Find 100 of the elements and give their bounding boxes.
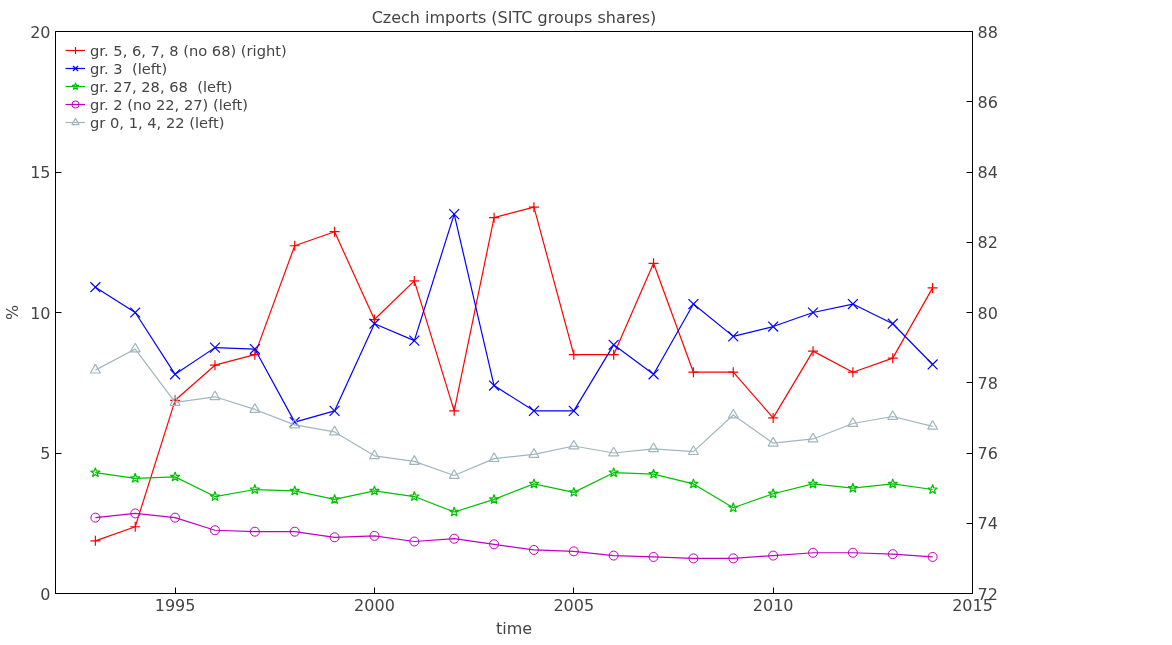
point (209, 359, 221, 371)
point (249, 403, 261, 413)
point (329, 405, 341, 417)
point (249, 343, 261, 355)
x-tick-label: 2005 (553, 595, 595, 615)
point (608, 339, 620, 351)
point (727, 408, 739, 419)
y-axis-title: % (3, 304, 23, 321)
point (89, 281, 101, 293)
point (369, 485, 380, 496)
point (89, 363, 101, 374)
point (249, 349, 261, 361)
point (408, 275, 420, 287)
legend-label: gr. 5, 6, 7, 8 (no 68) (right) (90, 41, 287, 59)
point (768, 550, 779, 561)
y2-tick-label: 86 (977, 92, 998, 112)
point (647, 442, 660, 453)
point (847, 482, 859, 493)
point (328, 226, 341, 238)
point (488, 452, 500, 463)
point (408, 335, 420, 347)
point (687, 298, 699, 310)
point (608, 349, 620, 361)
point (927, 282, 939, 294)
point (129, 472, 141, 483)
point (568, 486, 580, 497)
y2-tick-label: 74 (977, 514, 998, 534)
point (448, 208, 460, 220)
point (568, 439, 580, 450)
point (647, 368, 660, 380)
y-tick-label: 15 (30, 163, 51, 182)
point (369, 530, 380, 541)
point (807, 478, 819, 489)
point (489, 539, 500, 550)
point (528, 201, 540, 213)
point (687, 366, 700, 378)
y2-tick-label: 82 (977, 233, 998, 253)
point (728, 553, 739, 564)
point (927, 483, 938, 495)
point (887, 478, 899, 489)
point (328, 425, 341, 436)
point (648, 551, 659, 562)
point (129, 521, 141, 533)
y2-tick-label: 80 (977, 303, 998, 323)
point (409, 536, 420, 547)
point (368, 449, 381, 460)
point (488, 493, 500, 505)
point (129, 342, 141, 353)
point (767, 488, 779, 499)
point (887, 549, 898, 560)
x-tick-label: 2000 (354, 595, 395, 615)
point (289, 526, 300, 537)
point (568, 405, 580, 417)
point (687, 445, 700, 456)
point (169, 368, 181, 380)
point (488, 380, 500, 392)
point (528, 448, 540, 458)
point (249, 483, 261, 495)
point (129, 306, 141, 319)
point (289, 485, 301, 496)
point (368, 318, 381, 330)
point (647, 257, 660, 269)
point (767, 412, 779, 424)
point (448, 469, 460, 479)
point (568, 546, 579, 557)
point (927, 358, 939, 371)
y2-tick-label: 88 (977, 22, 998, 42)
point (887, 318, 899, 330)
point (90, 467, 101, 478)
point (847, 417, 859, 427)
point (688, 478, 699, 489)
legend-label: gr 0, 1, 4, 22 (left) (90, 113, 225, 131)
point (727, 502, 739, 513)
point (608, 446, 620, 457)
x-tick-label: 2010 (752, 595, 794, 615)
point (170, 512, 181, 523)
point (528, 478, 540, 489)
point (927, 551, 938, 562)
point (927, 419, 939, 430)
point (648, 468, 659, 479)
point (727, 366, 739, 378)
point (807, 432, 819, 443)
x-tick-label: 1995 (154, 595, 196, 615)
point (807, 306, 819, 319)
point (448, 506, 460, 517)
point (568, 349, 580, 361)
point (847, 547, 858, 558)
point (289, 240, 301, 252)
point (847, 366, 859, 378)
legend-label: gr. 2 (no 22, 27) (left) (90, 95, 249, 113)
point (767, 436, 779, 447)
point (808, 547, 819, 558)
point (727, 330, 739, 342)
point (329, 532, 340, 543)
point (209, 525, 220, 536)
point (90, 512, 101, 523)
point (408, 490, 420, 502)
y-tick-label: 10 (30, 303, 51, 323)
point (847, 298, 859, 310)
point (448, 405, 460, 417)
